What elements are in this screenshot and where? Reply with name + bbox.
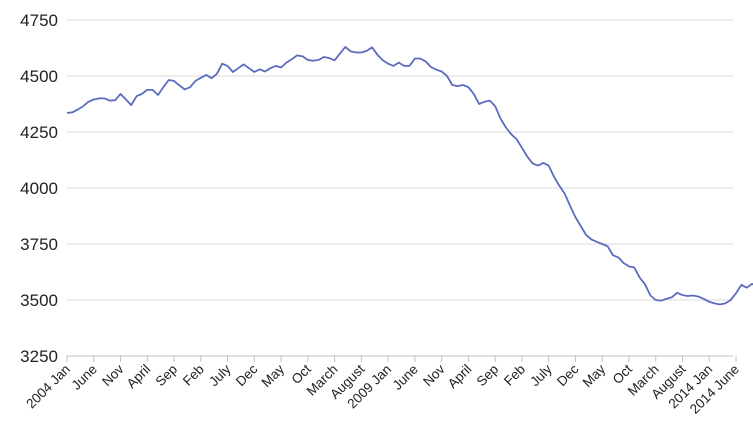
y-tick-label: 4750 <box>20 11 58 30</box>
y-tick-label: 3750 <box>20 235 58 254</box>
x-tick-label: July <box>206 361 234 389</box>
x-tick-label: Sep <box>153 362 181 390</box>
x-tick-label: July <box>527 361 555 389</box>
x-tick-label: Nov <box>99 361 127 389</box>
x-tick-label: May <box>580 361 609 390</box>
y-tick-label: 4250 <box>20 123 58 142</box>
y-tick-label: 3500 <box>20 291 58 310</box>
x-tick-label: Dec <box>233 361 261 389</box>
x-tick-label: Nov <box>420 361 448 389</box>
x-tick-label: June <box>390 362 421 393</box>
y-tick-label: 4000 <box>20 179 58 198</box>
x-tick-label: Feb <box>180 362 207 389</box>
series-lines <box>66 46 753 306</box>
series-line-0 <box>66 46 753 306</box>
y-axis-tick-labels: 3250 3500 3750 4000 4250 4500 4750 <box>20 11 58 366</box>
x-tick-label: April <box>445 362 475 392</box>
x-tick-label: June <box>69 362 100 393</box>
y-tick-label: 3250 <box>20 347 58 366</box>
y-tick-label: 4500 <box>20 67 58 86</box>
gridlines <box>67 19 733 301</box>
x-tick-label: Sep <box>474 362 502 390</box>
x-tick-label: May <box>259 361 288 390</box>
x-tick-label: 2004 Jan <box>23 362 73 412</box>
x-tick-label: April <box>124 362 154 392</box>
x-tick-label: Dec <box>554 361 582 389</box>
x-axis <box>66 355 737 362</box>
x-tick-label: Feb <box>501 362 528 389</box>
